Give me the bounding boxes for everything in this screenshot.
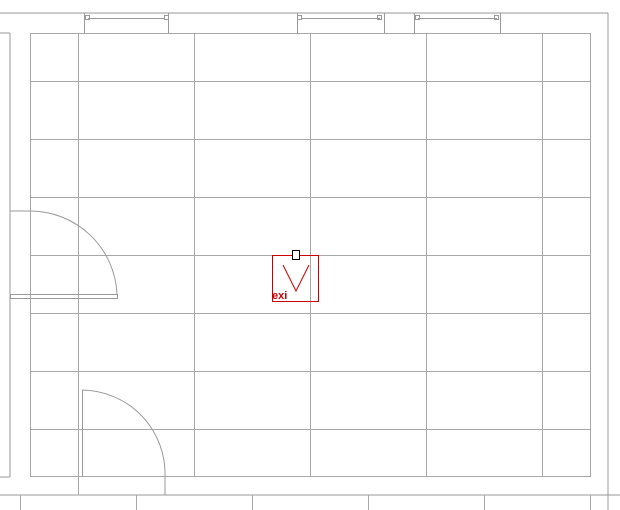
selection-grip-icon[interactable] [494, 15, 499, 20]
door-swing-icon[interactable] [10, 210, 118, 299]
window-icon[interactable] [84, 13, 169, 33]
selection-grip-icon[interactable] [297, 15, 302, 20]
exit-sign-icon[interactable]: exi [272, 250, 319, 303]
selection-grip-icon[interactable] [292, 250, 300, 260]
walls [0, 12, 620, 510]
window-icon[interactable] [297, 13, 385, 33]
windows [84, 13, 501, 33]
floor-grid [20, 33, 591, 510]
door-swing-icon[interactable] [81, 389, 166, 495]
exit-sign-label: exi [272, 290, 287, 302]
selection-grip-icon[interactable] [85, 15, 90, 20]
window-icon[interactable] [414, 13, 501, 33]
selection-grip-icon[interactable] [415, 15, 420, 20]
selection-grip-icon[interactable] [164, 15, 169, 20]
selection-grip-icon[interactable] [377, 15, 382, 20]
